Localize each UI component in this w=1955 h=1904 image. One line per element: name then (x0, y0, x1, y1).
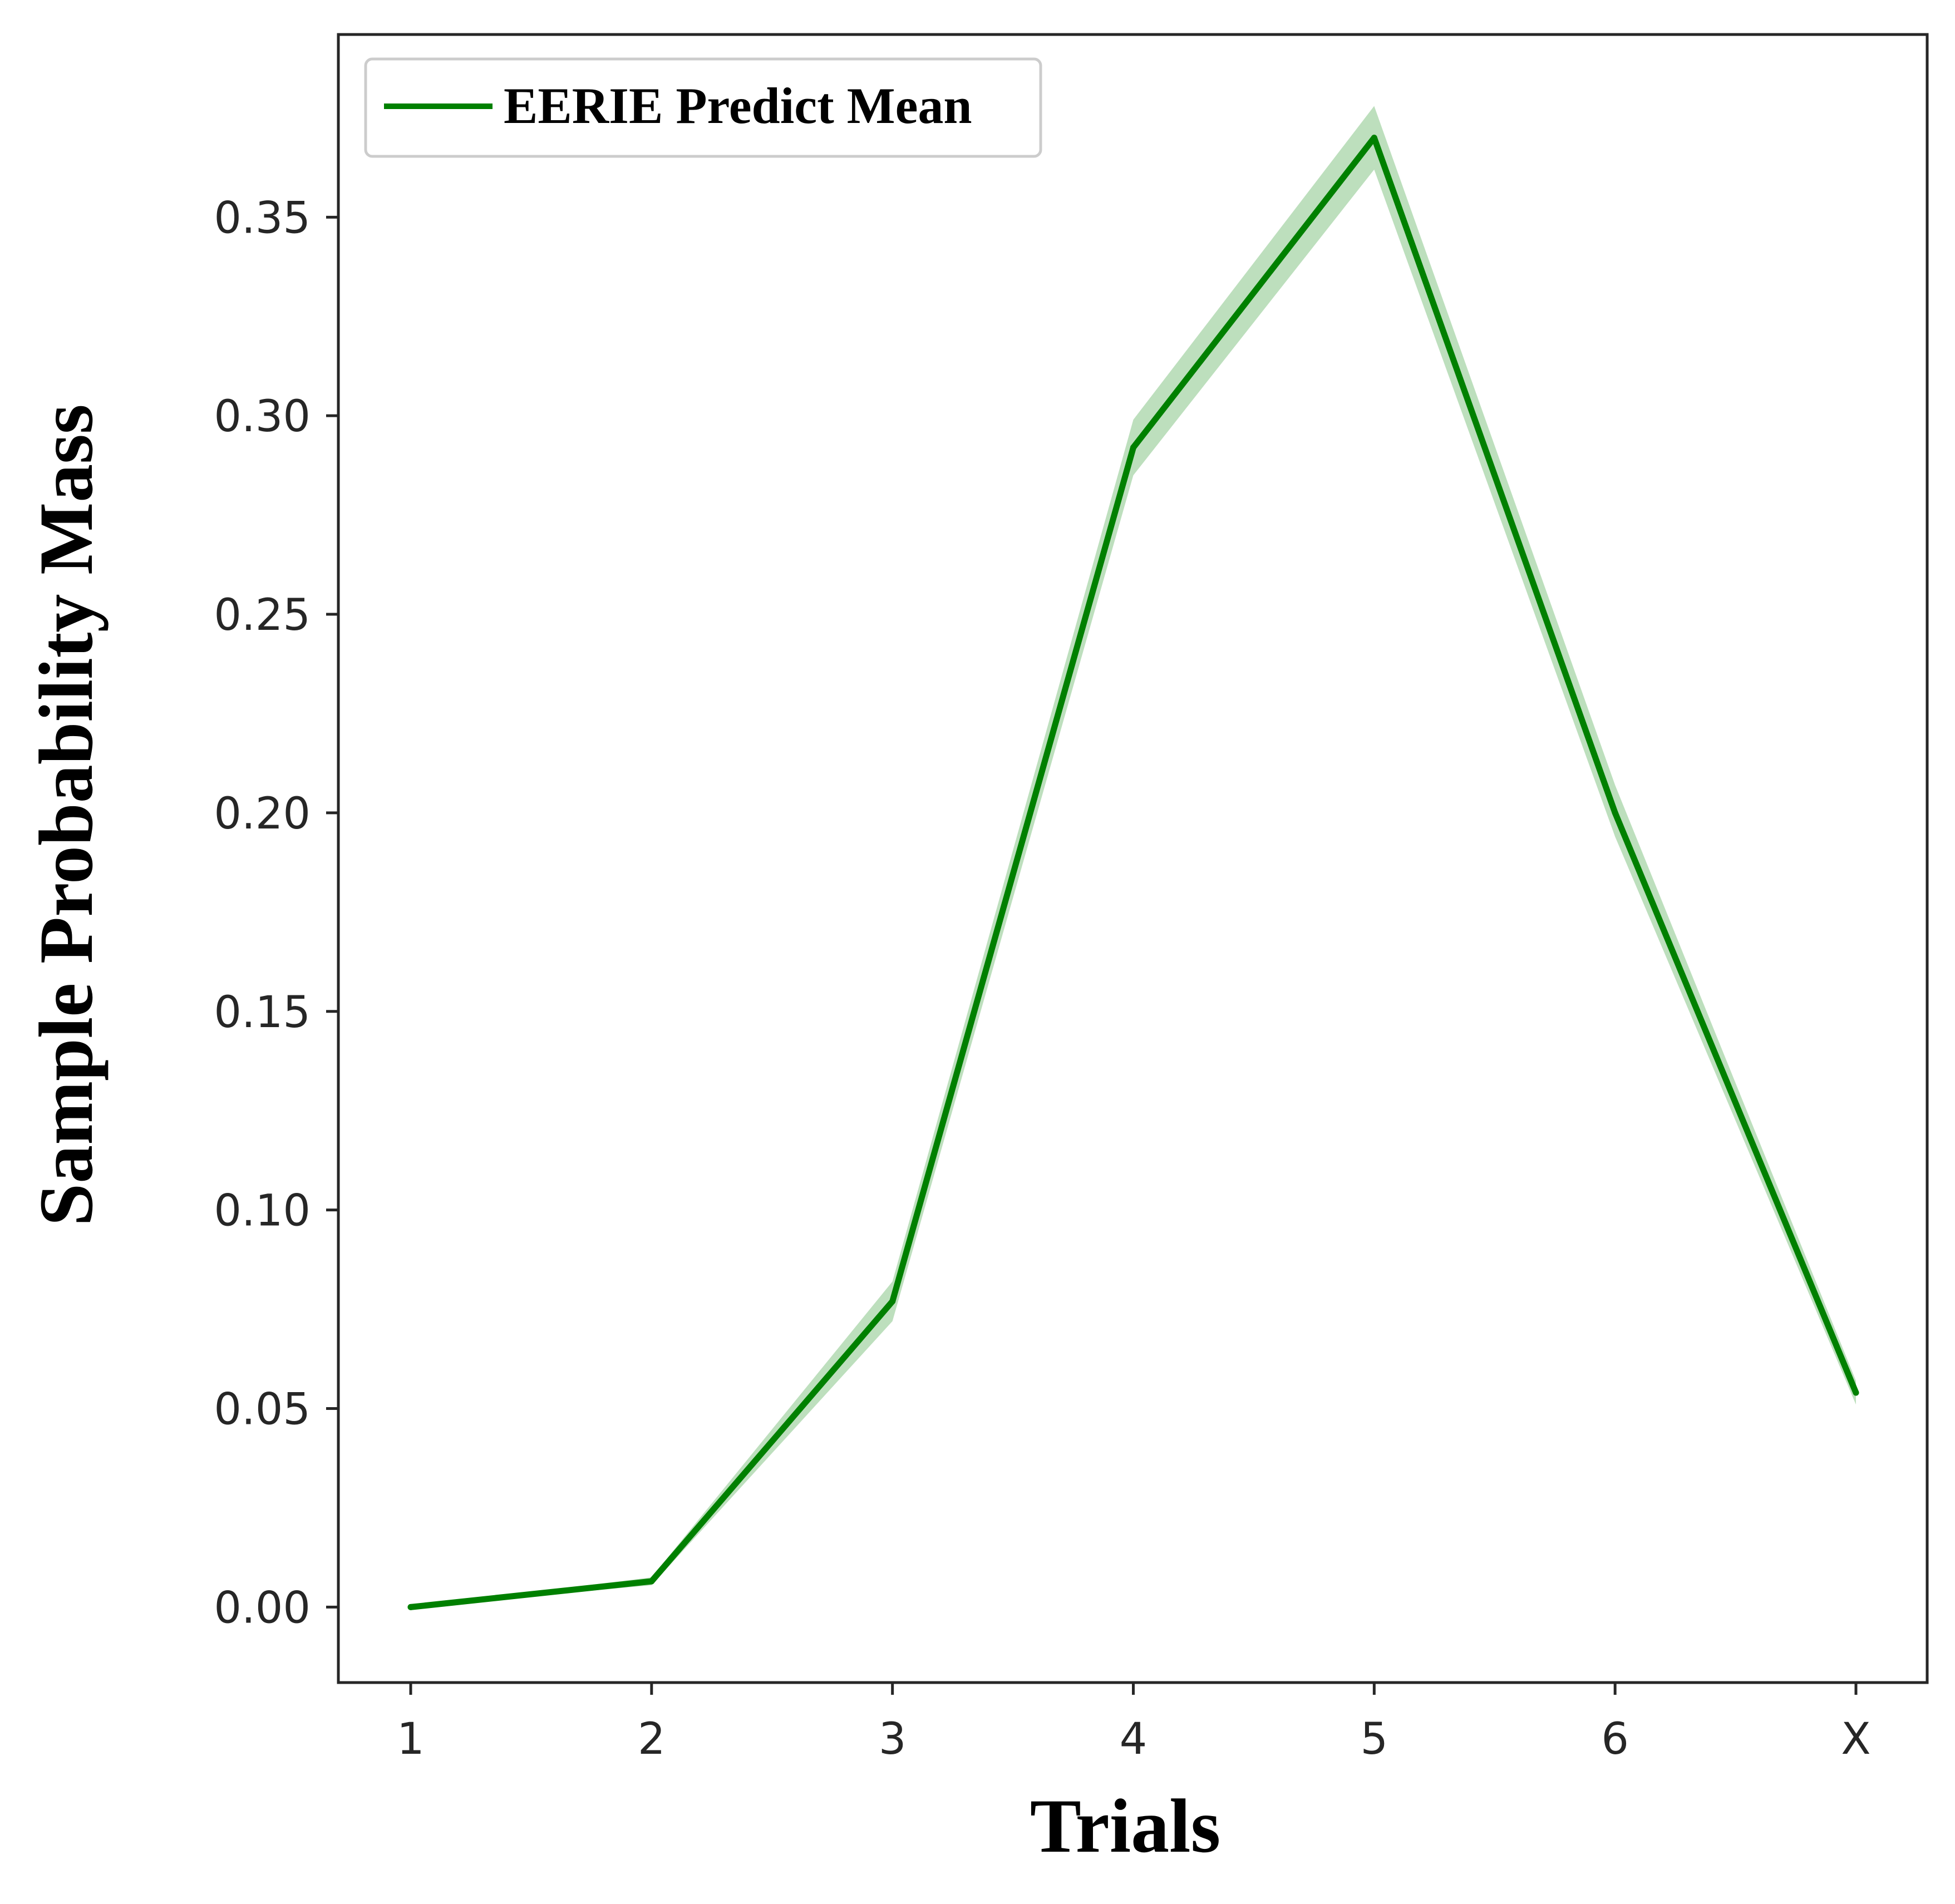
series-0-line[interactable] (407, 135, 1859, 1610)
x-tick-label: 5 (1361, 1714, 1388, 1764)
legend-entry-label: EERIE Predict Mean (504, 77, 972, 134)
legend[interactable]: EERIE Predict Mean (364, 57, 1042, 158)
y-tick-label: 0.35 (214, 193, 311, 243)
data-point-X[interactable] (1853, 1389, 1859, 1396)
y-tick-label: 0.25 (214, 590, 311, 640)
series-line-layer (407, 135, 1859, 1610)
data-point-3[interactable] (889, 1298, 896, 1305)
confidence-band-layer (411, 106, 1856, 1607)
series-0-confidence-band (411, 106, 1856, 1607)
data-point-2[interactable] (648, 1578, 655, 1585)
y-tick-label: 0.05 (214, 1385, 311, 1435)
x-axis-title: Trials (1030, 1783, 1220, 1868)
x-tick-label: 6 (1601, 1714, 1629, 1764)
x-tick-label: X (1841, 1714, 1870, 1764)
legend-box (364, 57, 1042, 158)
x-tick-label: 3 (879, 1714, 907, 1764)
data-point-1[interactable] (407, 1604, 414, 1610)
y-tick-label: 0.10 (214, 1186, 311, 1236)
y-axis: 0.00 0.05 0.10 0.15 0.20 0.25 0.30 0.35 (214, 193, 338, 1633)
y-tick-label: 0.20 (214, 789, 311, 839)
plot-frame (337, 33, 1929, 1684)
y-tick-label: 0.30 (214, 392, 311, 442)
x-axis: 1 2 3 4 5 6 X (397, 1683, 1871, 1764)
data-point-6[interactable] (1612, 810, 1618, 816)
y-tick-label: 0.15 (214, 988, 311, 1038)
x-tick-label: 4 (1120, 1714, 1148, 1764)
x-tick-label: 2 (638, 1714, 666, 1764)
y-tick-label: 0.00 (214, 1583, 311, 1633)
data-point-5[interactable] (1371, 135, 1377, 141)
data-point-4[interactable] (1130, 444, 1136, 451)
x-tick-label: 1 (397, 1714, 425, 1764)
y-axis-title: Sample Probability Mass (23, 404, 109, 1226)
